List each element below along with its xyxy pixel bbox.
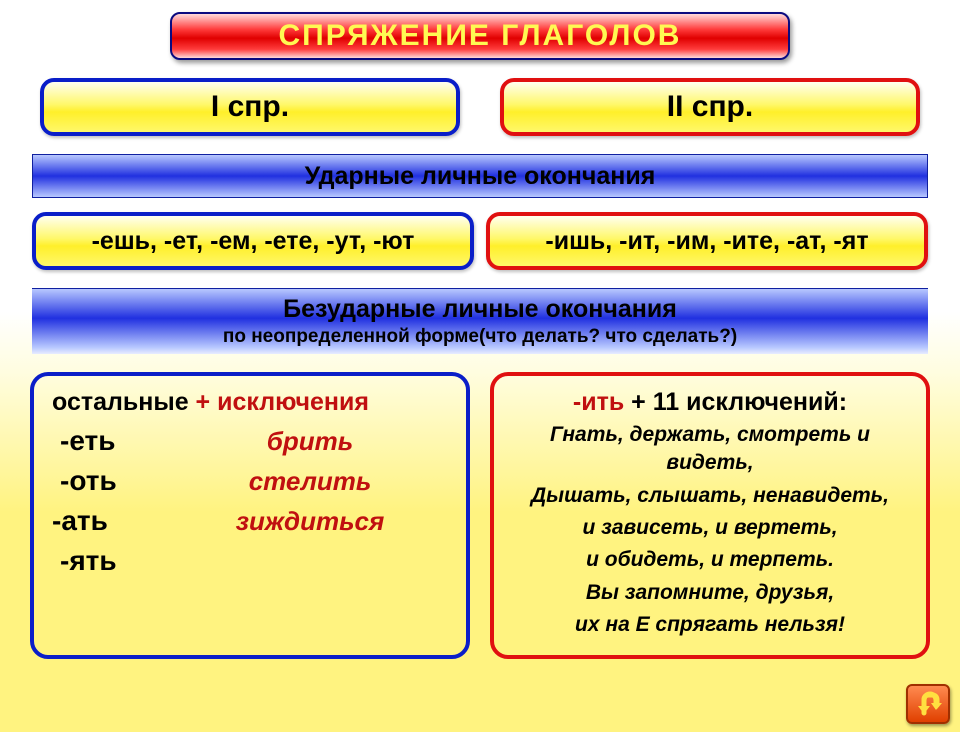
box-first-conjugation: остальные + исключения -еть брить -оть с… [30, 372, 470, 659]
box-second-conjugation: -ить + 11 исключений: Гнать, держать, см… [490, 372, 930, 659]
exception-word: стелить [172, 466, 448, 497]
exception-verse-line: Дышать, слышать, ненавидеть, [512, 482, 908, 510]
exception-verse-line: Вы запомните, друзья, [512, 579, 908, 607]
suffix: -оть [52, 465, 172, 497]
page-title: СПРЯЖЕНИЕ ГЛАГОЛОВ [170, 12, 790, 60]
col-header-second: II спр. [500, 78, 920, 136]
exception-word: брить [172, 426, 448, 457]
section-stressed-endings: Ударные личные окончания [32, 154, 928, 198]
suffix: -еть [52, 425, 172, 457]
left-head-exceptions: + исключения [189, 388, 369, 416]
suffix: -ять [52, 545, 172, 577]
exception-word: зиждиться [172, 506, 448, 537]
back-button[interactable] [906, 684, 950, 724]
section-unstressed-endings: Безударные личные окончания по неопредел… [32, 288, 928, 354]
exception-verse-line: их на Е спрягать нельзя! [512, 611, 908, 639]
right-head-suffix: -ить [573, 388, 624, 416]
suffix: -ать [52, 505, 172, 537]
u-turn-icon [914, 691, 942, 717]
col-header-first: I спр. [40, 78, 460, 136]
endings-first: -ешь, -ет, -ем, -ете, -ут, -ют [32, 212, 474, 270]
endings-second: -ишь, -ит, -им, -ите, -ат, -ят [486, 212, 928, 270]
right-head-count: + 11 исключений: [624, 388, 847, 416]
section2-subtitle: по неопределенной форме(что делать? что … [223, 326, 737, 348]
section2-title: Безударные личные окончания [283, 295, 677, 324]
exception-verse-line: и зависеть, и вертеть, [512, 514, 908, 542]
exception-verse-line: Гнать, держать, смотреть и видеть, [512, 421, 908, 478]
right-box-heading: -ить + 11 исключений: [512, 388, 908, 417]
left-head-plain: остальные [52, 388, 189, 416]
left-box-heading: остальные + исключения [52, 388, 448, 417]
exception-verse-line: и обидеть, и терпеть. [512, 546, 908, 574]
